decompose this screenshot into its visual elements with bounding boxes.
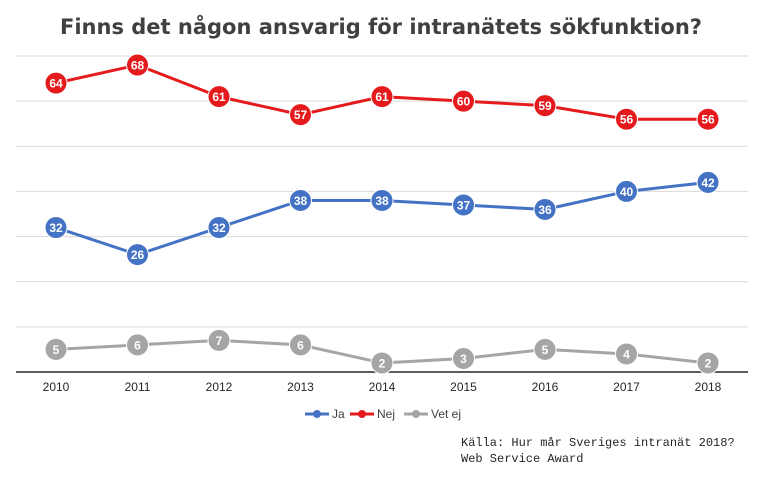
data-label: 3 [460, 352, 467, 366]
data-point [615, 179, 638, 203]
data-point [44, 337, 68, 361]
legend-swatch-marker [412, 410, 420, 418]
x-tick-label: 2016 [532, 380, 559, 394]
data-label: 5 [53, 343, 60, 357]
x-tick-label: 2017 [613, 380, 640, 394]
data-label: 42 [701, 176, 715, 190]
x-axis-ticks: 2010 2011 2012 2013 2014 2015 2016 2017 2018 [43, 380, 722, 394]
chart-title: Finns det någon ansvarig för intranätets… [60, 14, 702, 39]
data-point [452, 346, 475, 370]
data-point [207, 85, 231, 109]
data-label: 7 [216, 334, 223, 348]
series-group: 32 26 32 38 38 37 36 40 42 [44, 170, 720, 267]
legend-item: Vet ej [404, 407, 461, 421]
data-label: 36 [538, 203, 552, 217]
x-tick-label: 2010 [43, 380, 70, 394]
data-label: 2 [705, 356, 712, 370]
data-label: 2 [379, 356, 386, 370]
data-point [696, 107, 720, 131]
x-tick-label: 2011 [125, 380, 151, 394]
data-label: 37 [457, 198, 471, 212]
series-group: 5 6 7 6 2 3 5 4 2 [44, 328, 720, 375]
data-point [289, 188, 312, 212]
data-point [207, 216, 231, 240]
data-label: 64 [49, 77, 63, 91]
data-label: 56 [620, 113, 634, 127]
legend-swatch-marker [313, 410, 321, 418]
data-label: 6 [297, 338, 304, 352]
x-tick-label: 2012 [206, 380, 233, 394]
legend-label: Nej [377, 407, 395, 421]
data-point [289, 103, 312, 127]
data-point [126, 53, 149, 77]
data-label: 57 [294, 108, 308, 122]
legend-label: Vet ej [431, 407, 461, 421]
data-label: 56 [701, 113, 715, 127]
source-line-1: Källa: Hur mår Sveriges intranät 2018? [461, 436, 735, 450]
data-point [696, 351, 720, 375]
data-label: 68 [131, 59, 145, 73]
data-point [452, 193, 475, 217]
legend-label: Ja [332, 407, 345, 421]
data-point [615, 342, 638, 366]
data-point [452, 89, 475, 113]
data-label: 26 [131, 248, 145, 262]
data-point [207, 328, 231, 352]
data-point [44, 71, 68, 95]
x-tick-label: 2014 [369, 380, 396, 394]
data-label: 61 [375, 90, 389, 104]
data-label: 32 [212, 221, 226, 235]
data-label: 32 [49, 221, 63, 235]
data-point [370, 351, 394, 375]
data-label: 60 [457, 95, 471, 109]
data-point [696, 170, 720, 194]
data-label: 40 [620, 185, 634, 199]
data-label: 5 [542, 343, 549, 357]
data-label: 61 [212, 90, 226, 104]
data-point [126, 243, 149, 267]
data-point [533, 94, 557, 118]
x-tick-label: 2015 [450, 380, 477, 394]
data-point [126, 333, 149, 357]
source-line-2: Web Service Award [461, 452, 583, 466]
legend-item: Ja [305, 407, 345, 421]
data-point [533, 197, 557, 221]
data-point [370, 85, 394, 109]
data-point [615, 107, 638, 131]
data-point [289, 333, 312, 357]
data-point [44, 216, 68, 240]
data-label: 59 [538, 99, 552, 113]
data-point [533, 337, 557, 361]
legend: Ja Nej Vet ej [305, 407, 461, 421]
legend-swatch-marker [358, 410, 366, 418]
data-label: 6 [134, 338, 141, 352]
data-label: 4 [623, 347, 630, 361]
data-point [370, 188, 394, 212]
data-label: 38 [294, 194, 308, 208]
x-tick-label: 2018 [695, 380, 722, 394]
series-group: 64 68 61 57 61 60 59 56 56 [44, 53, 720, 131]
legend-item: Nej [350, 407, 395, 421]
x-tick-label: 2013 [287, 380, 314, 394]
data-label: 38 [375, 194, 389, 208]
